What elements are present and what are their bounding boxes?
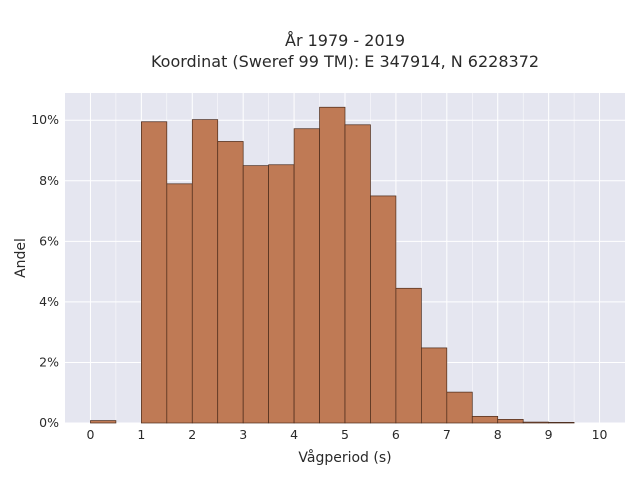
x-tick-label: 5 [341,427,349,442]
x-tick-label: 8 [494,427,502,442]
bar-10 [344,124,371,424]
y-tick-label: 4% [39,294,59,309]
y-axis-ticks: 0% 2% 4% 6% 8% 10% [31,112,59,430]
y-axis-label: Andel [13,238,29,278]
bar-8 [293,128,320,424]
y-tick-label: 0% [39,415,59,430]
y-tick-label: 2% [39,354,59,369]
bar-0 [90,420,117,424]
y-tick-label: 10% [31,112,59,127]
x-tick-label: 3 [239,427,247,442]
x-tick-label: 2 [188,427,196,442]
bar-18 [548,422,575,424]
bar-9 [319,106,346,424]
bar-12 [395,287,422,424]
chart-title: År 1979 - 2019 [285,31,405,50]
bars [90,106,575,424]
chart-subtitle: Koordinat (Sweref 99 TM): E 347914, N 62… [151,52,539,71]
x-axis-ticks: 0 1 2 3 4 5 6 7 8 9 10 [86,427,607,442]
bar-15 [471,415,499,424]
x-tick-label: 0 [86,427,94,442]
y-tick-label: 8% [39,173,59,188]
bar-17 [522,421,549,424]
bar-11 [370,195,397,424]
bar-14 [446,391,473,424]
bar-16 [497,419,524,424]
bar-7 [268,164,295,424]
bar-6 [242,165,269,424]
bar-2 [141,121,168,424]
bar-4 [191,119,219,424]
x-tick-label: 4 [290,427,298,442]
x-tick-label: 7 [443,427,451,442]
x-tick-label: 1 [137,427,145,442]
x-tick-label: 10 [592,427,608,442]
bar-5 [217,141,244,424]
x-tick-label: 6 [392,427,400,442]
x-axis-label: Vågperiod (s) [298,449,391,466]
y-tick-label: 6% [39,233,59,248]
bar-13 [421,347,448,424]
x-tick-label: 9 [545,427,553,442]
bar-3 [166,183,193,424]
